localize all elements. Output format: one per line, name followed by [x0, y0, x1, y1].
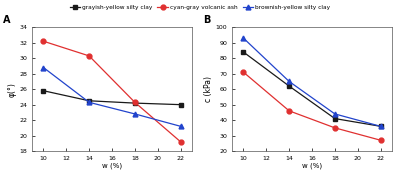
Y-axis label: c (kPa): c (kPa): [204, 76, 213, 102]
Legend: grayish-yellow silty clay, cyan-gray volcanic ash, brownish-yellow silty clay: grayish-yellow silty clay, cyan-gray vol…: [67, 3, 333, 13]
Text: A: A: [3, 15, 11, 25]
Text: B: B: [203, 15, 210, 25]
X-axis label: w (%): w (%): [102, 162, 122, 169]
X-axis label: w (%): w (%): [302, 162, 322, 169]
Y-axis label: φ(°): φ(°): [7, 82, 16, 97]
